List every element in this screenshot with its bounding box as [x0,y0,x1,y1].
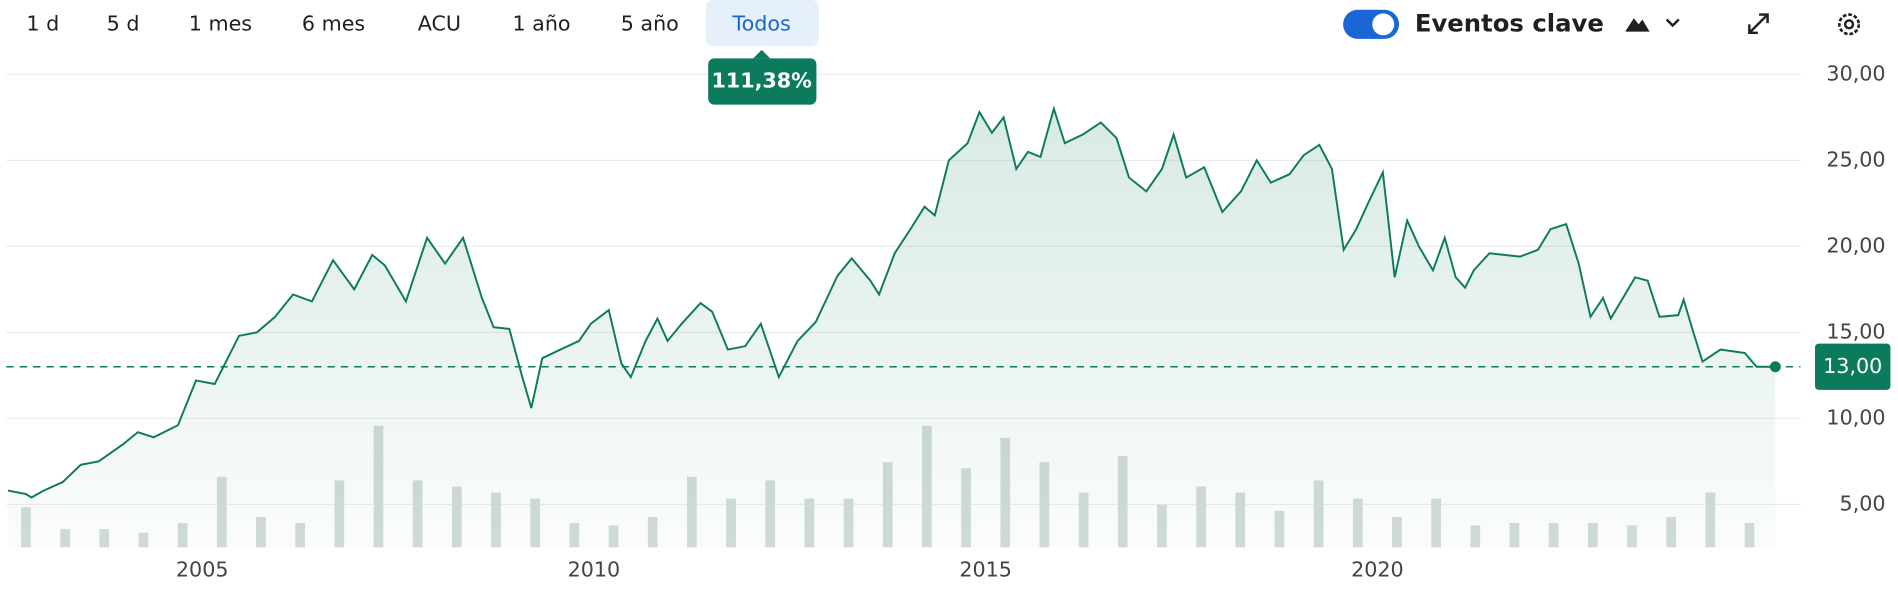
change-badge-label: 111,38% [711,68,812,92]
change-badge-pointer [753,49,771,59]
last-price-badge [1815,343,1891,390]
y-tick-label: 10,00 [1826,405,1885,429]
chevron-icon[interactable] [1665,18,1680,28]
price-area [7,108,1776,548]
toggle-knob[interactable] [1372,13,1395,36]
range-button[interactable]: 5 año [621,11,679,35]
toolbar: 1 d 5 d 1 mes 6 mes ACU 1 año 5 año Todos [26,0,819,47]
x-tick-label: 2005 [176,557,229,581]
range-button[interactable]: Todos [732,11,791,35]
range-button[interactable]: 1 d [26,11,59,35]
y-tick-label: 30,00 [1826,61,1885,85]
x-tick-label: 2020 [1351,557,1404,581]
chart-type-icon[interactable] [1625,18,1650,32]
settings-icon[interactable] [1838,13,1861,36]
gear-inner[interactable] [1843,19,1855,30]
x-tick-label: 2015 [959,557,1012,581]
range-button[interactable]: 1 mes [189,11,252,35]
y-tick-label: 5,00 [1840,491,1886,515]
range-button[interactable]: 5 d [107,11,140,35]
plot: 5,00 10,00 15,00 20,00 25,00 30,00 2005 2010 201… [6,49,1891,581]
y-tick-label: 25,00 [1826,147,1885,171]
price-line [7,105,1776,499]
toggle-label[interactable]: Eventos clave [1415,8,1604,37]
y-tick-label: 20,00 [1826,233,1885,257]
range-button[interactable]: 6 mes [302,11,365,35]
last-price-label: 13,00 [1823,354,1882,378]
range-button[interactable]: 1 año [512,11,570,35]
gear-outer[interactable] [1838,13,1861,36]
change-badge [708,58,817,105]
x-tick-label: 2010 [568,557,621,581]
y-tick-label: 15,00 [1826,319,1885,343]
toggle[interactable] [1343,9,1400,39]
expand-icon[interactable] [1748,13,1769,35]
range-button[interactable]: ACU [418,11,461,35]
range-button-selected[interactable] [705,0,819,47]
